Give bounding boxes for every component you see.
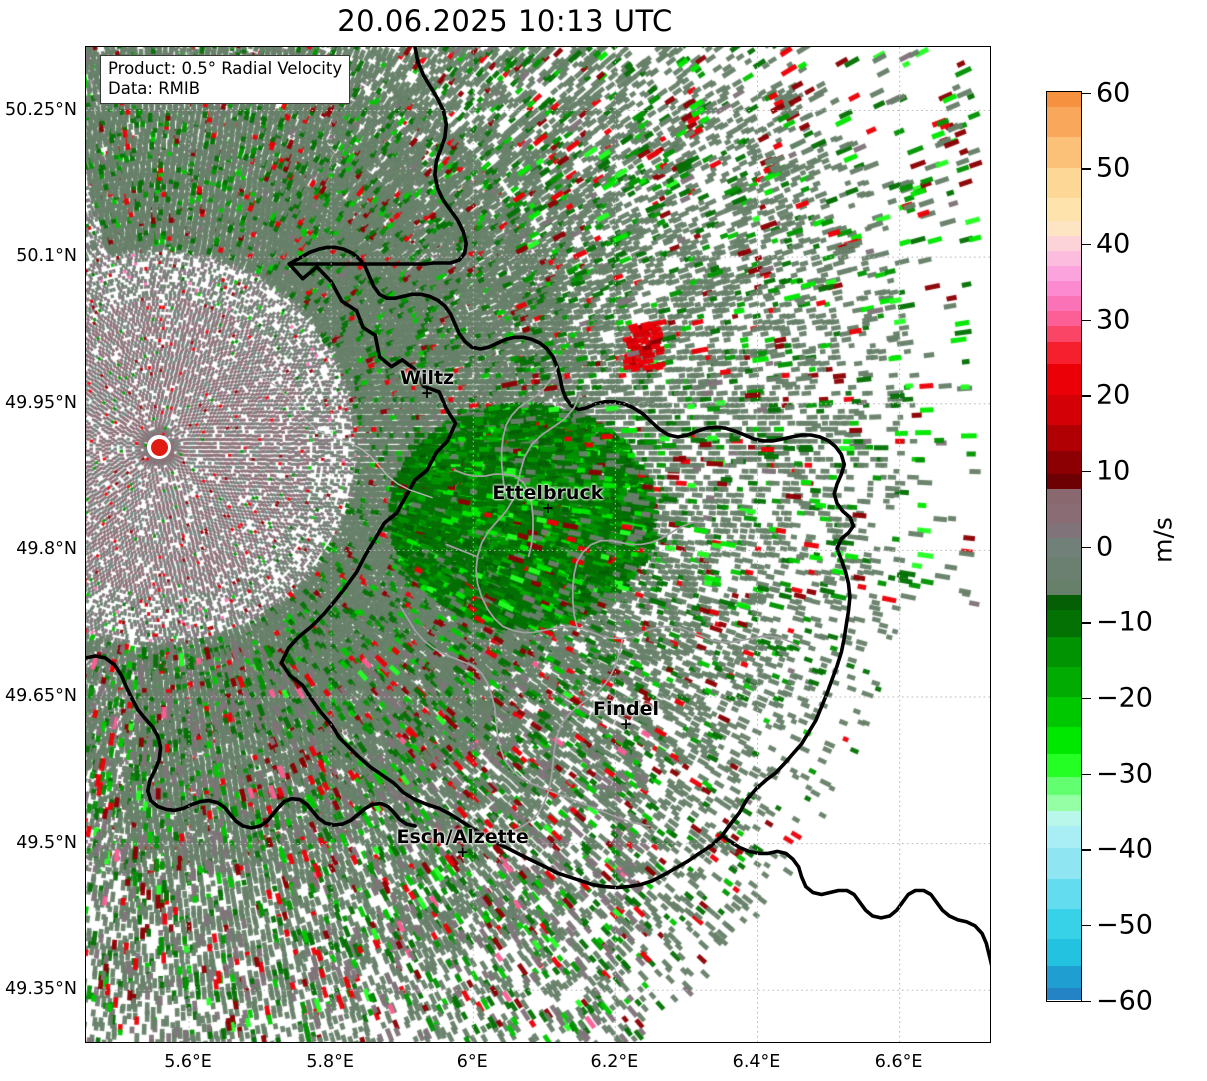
y-axis-tick-6: 49.35°N bbox=[5, 979, 77, 1000]
x-axis-tick-0: 5.6°E bbox=[164, 1052, 212, 1072]
radar-plot-area[interactable]: Product: 0.5° Radial Velocity Data: RMIB… bbox=[85, 46, 991, 1043]
colorbar-segment bbox=[1047, 167, 1081, 198]
x-axis-tick-2: 6°E bbox=[456, 1052, 488, 1072]
colorbar-tick-label-9: −30 bbox=[1096, 758, 1153, 789]
colorbar-tick-label-3: 30 bbox=[1096, 304, 1131, 335]
x-axis-tick-5: 6.6°E bbox=[874, 1052, 923, 1072]
colorbar-tick-mark bbox=[1082, 773, 1091, 776]
colorbar-tick-label-12: −60 bbox=[1096, 985, 1153, 1016]
colorbar-segment bbox=[1047, 281, 1081, 297]
colorbar-segment bbox=[1047, 197, 1081, 221]
colorbar-segment bbox=[1047, 594, 1081, 611]
colorbar-tick-mark bbox=[1082, 470, 1091, 473]
colorbar-tick-mark bbox=[1082, 319, 1091, 322]
y-axis-tick-2: 49.95°N bbox=[5, 392, 77, 413]
colorbar-tick-mark bbox=[1082, 92, 1091, 95]
page-title: 20.06.2025 10:13 UTC bbox=[337, 4, 673, 38]
colorbar-segment bbox=[1047, 394, 1081, 425]
colorbar-segment bbox=[1047, 523, 1081, 539]
colorbar-tick-label-1: 50 bbox=[1096, 152, 1131, 184]
product-info-box: Product: 0.5° Radial Velocity Data: RMIB bbox=[100, 55, 351, 104]
colorbar-tick-mark bbox=[1082, 243, 1091, 246]
colorbar-tick-mark bbox=[1082, 1000, 1091, 1003]
colorbar-segment bbox=[1047, 364, 1081, 395]
y-axis-tick-0: 50.25°N bbox=[5, 99, 77, 120]
colorbar-segment bbox=[1047, 579, 1081, 595]
colorbar-segment bbox=[1047, 965, 1081, 989]
colorbar-segment bbox=[1047, 489, 1081, 505]
velocity-colorbar[interactable] bbox=[1046, 91, 1082, 1002]
colorbar-tick-mark bbox=[1082, 849, 1091, 851]
colorbar-segment bbox=[1047, 988, 1081, 1000]
colorbar-tick-label-10: −40 bbox=[1096, 833, 1153, 865]
colorbar-segment bbox=[1047, 610, 1081, 637]
colorbar-segment bbox=[1047, 636, 1081, 667]
radar-site-dot bbox=[150, 438, 168, 456]
colorbar-segment bbox=[1047, 825, 1081, 849]
colorbar-tick-label-11: −50 bbox=[1096, 909, 1153, 941]
colorbar-segment bbox=[1047, 92, 1081, 108]
colorbar-segment bbox=[1047, 776, 1081, 796]
colorbar-tick-label-2: 40 bbox=[1096, 228, 1131, 260]
x-axis-tick-3: 6.2°E bbox=[590, 1052, 639, 1072]
colorbar-tick-mark bbox=[1082, 924, 1091, 927]
map-borders-layer bbox=[86, 47, 990, 967]
colorbar-tick-label-8: −20 bbox=[1096, 682, 1153, 714]
colorbar-segment bbox=[1047, 666, 1081, 698]
colorbar-tick-mark bbox=[1082, 546, 1091, 549]
colorbar-segment bbox=[1047, 220, 1081, 236]
colorbar-segment bbox=[1047, 341, 1081, 365]
y-axis-tick-3: 49.8°N bbox=[16, 539, 77, 560]
colorbar-unit-label: m/s bbox=[1148, 517, 1178, 563]
colorbar-segment bbox=[1047, 311, 1081, 327]
colorbar-segment bbox=[1047, 424, 1081, 452]
colorbar-segment bbox=[1047, 878, 1081, 909]
colorbar-segment bbox=[1047, 810, 1081, 826]
grid-lines-layer bbox=[86, 47, 990, 1042]
x-axis-tick-4: 6.4°E bbox=[732, 1052, 781, 1072]
colorbar-segment bbox=[1047, 753, 1081, 777]
colorbar-tick-mark bbox=[1082, 168, 1091, 170]
colorbar-segment bbox=[1047, 473, 1081, 490]
colorbar-tick-mark bbox=[1082, 697, 1091, 700]
colorbar-segment bbox=[1047, 848, 1081, 879]
colorbar-segment bbox=[1047, 504, 1081, 524]
data-source-line: Data: RMIB bbox=[108, 78, 201, 98]
product-line: Product: 0.5° Radial Velocity bbox=[108, 59, 343, 78]
colorbar-tick-label-7: −10 bbox=[1096, 606, 1153, 638]
colorbar-segment bbox=[1047, 137, 1081, 168]
colorbar-segment bbox=[1047, 697, 1081, 728]
colorbar-segment bbox=[1047, 795, 1081, 811]
colorbar-segment bbox=[1047, 250, 1081, 266]
y-axis-tick-1: 50.1°N bbox=[16, 246, 77, 267]
colorbar-tick-label-4: 20 bbox=[1096, 379, 1131, 411]
y-axis-tick-5: 49.5°N bbox=[16, 832, 77, 853]
colorbar-tick-label-6: 0 bbox=[1096, 531, 1114, 562]
colorbar-segment bbox=[1047, 727, 1081, 754]
colorbar-tick-label-0: 60 bbox=[1096, 77, 1131, 108]
colorbar-segment bbox=[1047, 939, 1081, 966]
colorbar-segment bbox=[1047, 265, 1081, 282]
colorbar-tick-mark bbox=[1082, 395, 1091, 397]
colorbar-segment bbox=[1047, 538, 1081, 558]
colorbar-segment bbox=[1047, 296, 1081, 312]
colorbar-tick-label-5: 10 bbox=[1096, 455, 1131, 487]
colorbar-segment bbox=[1047, 326, 1081, 342]
colorbar-segment bbox=[1047, 235, 1081, 251]
colorbar-segment bbox=[1047, 908, 1081, 940]
colorbar-tick-mark bbox=[1082, 622, 1091, 624]
colorbar-segment bbox=[1047, 557, 1081, 580]
colorbar-segment bbox=[1047, 451, 1081, 474]
colorbar-segment bbox=[1047, 107, 1081, 138]
x-axis-tick-1: 5.8°E bbox=[306, 1052, 354, 1072]
radar-site-icon bbox=[146, 434, 172, 460]
y-axis-tick-4: 49.65°N bbox=[5, 686, 77, 706]
